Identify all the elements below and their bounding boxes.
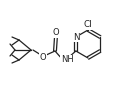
Text: Cl: Cl	[84, 20, 92, 29]
Text: N: N	[73, 32, 79, 41]
Text: O: O	[40, 53, 46, 62]
Text: O: O	[53, 28, 59, 37]
Text: NH: NH	[61, 56, 73, 65]
